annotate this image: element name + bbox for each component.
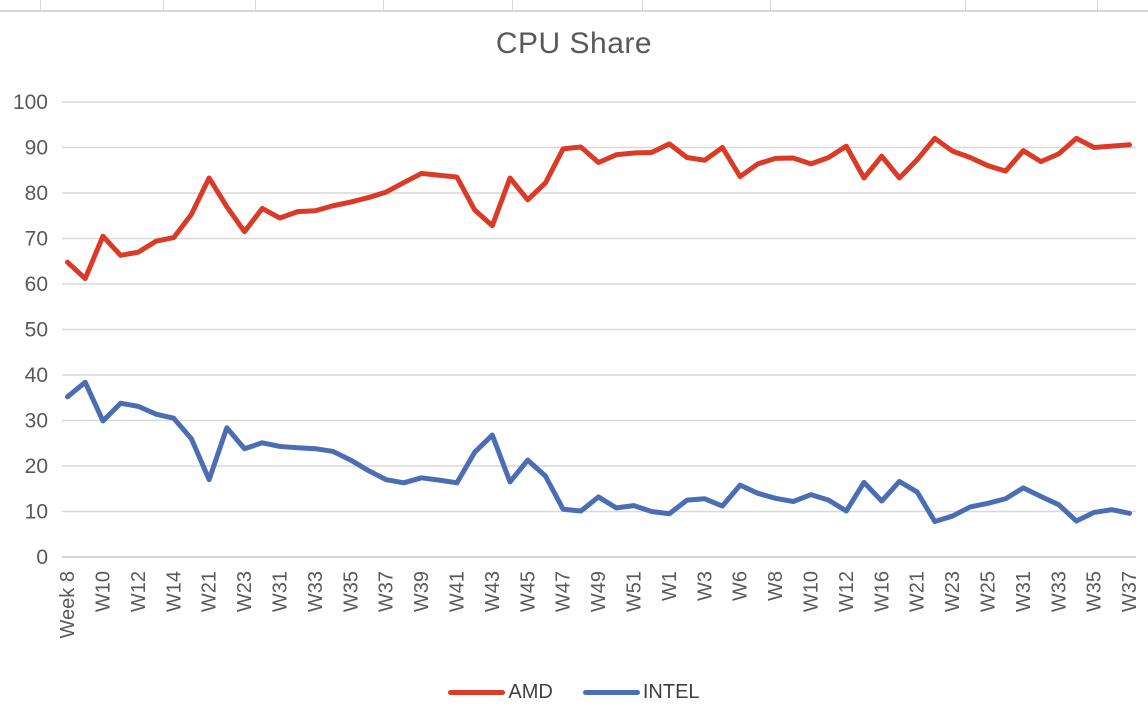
- chart-canvas[interactable]: [0, 12, 1148, 722]
- column-divider: [642, 0, 643, 10]
- column-divider: [512, 0, 513, 10]
- legend-label-amd: AMD: [508, 680, 553, 703]
- amd-series-line[interactable]: [65, 135, 1132, 282]
- x-axis-tick-label: W49: [588, 571, 610, 612]
- y-axis-tick-label: 30: [25, 410, 48, 433]
- y-axis-tick-label: 100: [13, 91, 48, 114]
- x-axis-tick-label: W39: [411, 571, 433, 612]
- x-axis-tick-label: W31: [1013, 571, 1035, 612]
- x-axis-tick-label: W8: [765, 571, 787, 601]
- x-axis-tick-label: W12: [128, 571, 150, 612]
- y-axis-tick-label: 40: [25, 364, 48, 387]
- x-axis-tick-label: W23: [234, 571, 256, 612]
- x-axis-tick-label: W37: [376, 571, 398, 612]
- column-divider: [383, 0, 384, 10]
- x-axis-tick-label: W35: [340, 571, 362, 612]
- intel-line-swatch: [582, 689, 640, 695]
- x-axis-tick-label: W6: [730, 571, 752, 601]
- x-axis-tick-label: W1: [659, 571, 681, 601]
- x-axis-tick-label: W23: [942, 571, 964, 612]
- legend-label-intel: INTEL: [642, 680, 700, 703]
- chart-legend: AMD INTEL: [0, 677, 1148, 707]
- x-axis-tick-label: W37: [1119, 571, 1141, 612]
- x-axis-tick-label: W14: [163, 571, 185, 612]
- column-divider: [255, 0, 256, 10]
- x-axis-tick-label: W21: [907, 571, 929, 612]
- spreadsheet-row-strip: [0, 0, 1148, 12]
- y-axis-tick-label: 70: [25, 228, 48, 251]
- x-axis-tick-label: W51: [624, 571, 646, 612]
- x-axis-tick-label: W45: [517, 571, 539, 612]
- column-divider: [965, 0, 966, 10]
- x-axis-tick-label: W21: [199, 571, 221, 612]
- column-divider: [1097, 0, 1098, 10]
- x-axis-tick-label: W10: [93, 571, 115, 612]
- legend-item-amd[interactable]: AMD: [448, 680, 553, 704]
- y-axis-tick-label: 80: [25, 182, 48, 205]
- x-axis-tick-label: Week 8: [57, 571, 79, 638]
- x-axis-tick-label: W47: [553, 571, 575, 612]
- y-axis-tick-label: 10: [25, 501, 48, 524]
- x-axis-tick-label: W16: [871, 571, 893, 612]
- amd-line-swatch: [448, 689, 506, 695]
- intel-series-line[interactable]: [65, 379, 1132, 525]
- x-axis-tick-label: W3: [694, 571, 716, 601]
- column-divider: [163, 0, 164, 10]
- y-axis-tick-label: 90: [25, 137, 48, 160]
- x-axis-tick-label: W12: [836, 571, 858, 612]
- x-axis-tick-label: W10: [801, 571, 823, 612]
- y-axis-tick-label: 0: [36, 546, 48, 569]
- y-axis-tick-label: 20: [25, 455, 48, 478]
- x-axis-tick-label: W33: [305, 571, 327, 612]
- x-axis-tick-label: W41: [447, 571, 469, 612]
- column-divider: [770, 0, 771, 10]
- column-divider: [40, 0, 41, 10]
- y-axis-tick-label: 50: [25, 319, 48, 342]
- x-axis-tick-label: W33: [1048, 571, 1070, 612]
- x-axis-tick-label: W25: [978, 571, 1000, 612]
- chart-title[interactable]: CPU Share: [495, 27, 653, 60]
- x-axis-tick-label: W35: [1084, 571, 1106, 612]
- legend-item-intel[interactable]: INTEL: [582, 680, 700, 704]
- x-axis-tick-label: W43: [482, 571, 504, 612]
- y-axis-tick-label: 60: [25, 273, 48, 296]
- x-axis-tick-label: W31: [270, 571, 292, 612]
